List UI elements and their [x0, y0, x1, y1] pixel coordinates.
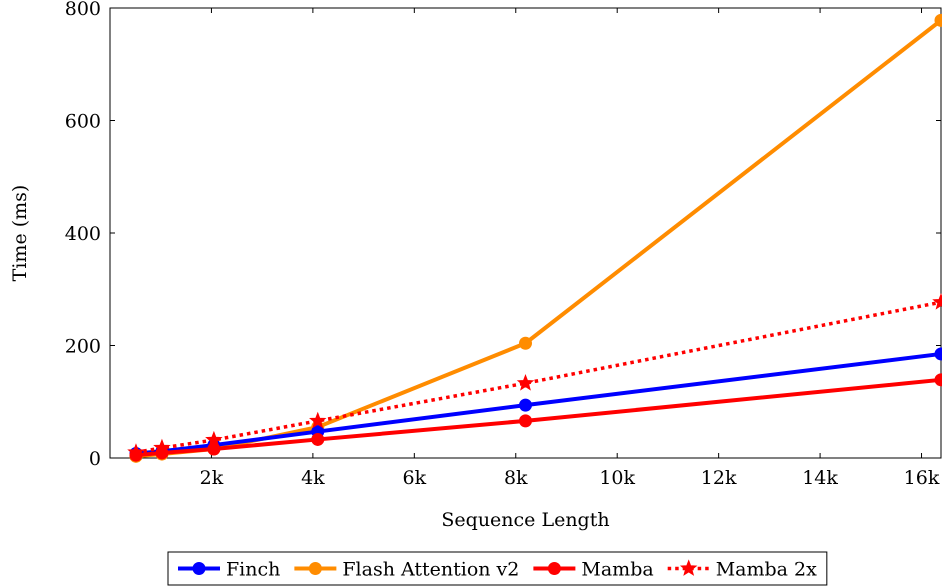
series-line-finch — [135, 351, 942, 456]
y-axis: 0 200 400 600 800 — [65, 0, 941, 470]
y-tick-label: 200 — [65, 336, 101, 358]
data-point — [516, 374, 535, 391]
y-tick-label: 0 — [89, 448, 101, 470]
legend-marker — [308, 562, 322, 575]
data-point — [127, 443, 145, 460]
data-point — [309, 411, 327, 429]
x-tick-label: 16k — [904, 467, 940, 489]
y-tick-label: 600 — [65, 111, 101, 133]
y-tick-label: 400 — [65, 223, 101, 245]
legend-item-finch: Finch — [178, 559, 280, 581]
data-point — [519, 336, 532, 350]
series-line-mamba — [135, 377, 942, 458]
data-point — [519, 414, 532, 428]
series-mamba — [129, 373, 942, 462]
x-axis: 2k 4k 6k 8k 10k 12k 14k 16k — [200, 8, 940, 489]
x-tick-label: 10k — [599, 467, 635, 489]
legend-label: Flash Attention v2 — [342, 559, 519, 581]
legend-label: Mamba — [581, 559, 653, 581]
data-point — [934, 373, 942, 387]
data-point — [932, 293, 942, 310]
x-tick-label: 6k — [403, 467, 427, 489]
legend: Finch Flash Attention v2 Mamba Mamba 2x — [167, 551, 828, 586]
legend-item-mamba-2x: Mamba 2x — [667, 559, 817, 581]
data-point — [934, 347, 942, 361]
series-line-mamba-2x — [135, 300, 942, 455]
x-axis-label: Sequence Length — [441, 509, 609, 531]
legend-label: Mamba 2x — [716, 559, 817, 581]
legend-label: Finch — [226, 559, 280, 581]
data-point — [519, 398, 532, 412]
legend-marker — [192, 562, 206, 575]
data-point — [311, 432, 325, 446]
legend-box — [167, 551, 828, 586]
x-tick-label: 12k — [701, 467, 737, 489]
x-tick-label: 2k — [200, 467, 224, 489]
plot-series — [127, 13, 942, 463]
legend-item-flash-attention-v2: Flash Attention v2 — [294, 559, 519, 581]
y-tick-label: 800 — [65, 0, 101, 20]
y-axis-label: Time (ms) — [9, 185, 31, 282]
x-tick-label: 4k — [301, 467, 325, 489]
series-mamba-2x — [127, 293, 942, 460]
data-point — [934, 13, 942, 27]
legend-marker — [547, 562, 561, 575]
series-flash-attention-v2 — [129, 13, 942, 463]
x-tick-label: 14k — [802, 467, 838, 489]
legend-marker — [679, 559, 698, 576]
x-tick-label: 8k — [504, 467, 528, 489]
data-point — [153, 438, 171, 456]
legend-item-mamba: Mamba — [533, 559, 654, 581]
data-point — [205, 430, 223, 448]
